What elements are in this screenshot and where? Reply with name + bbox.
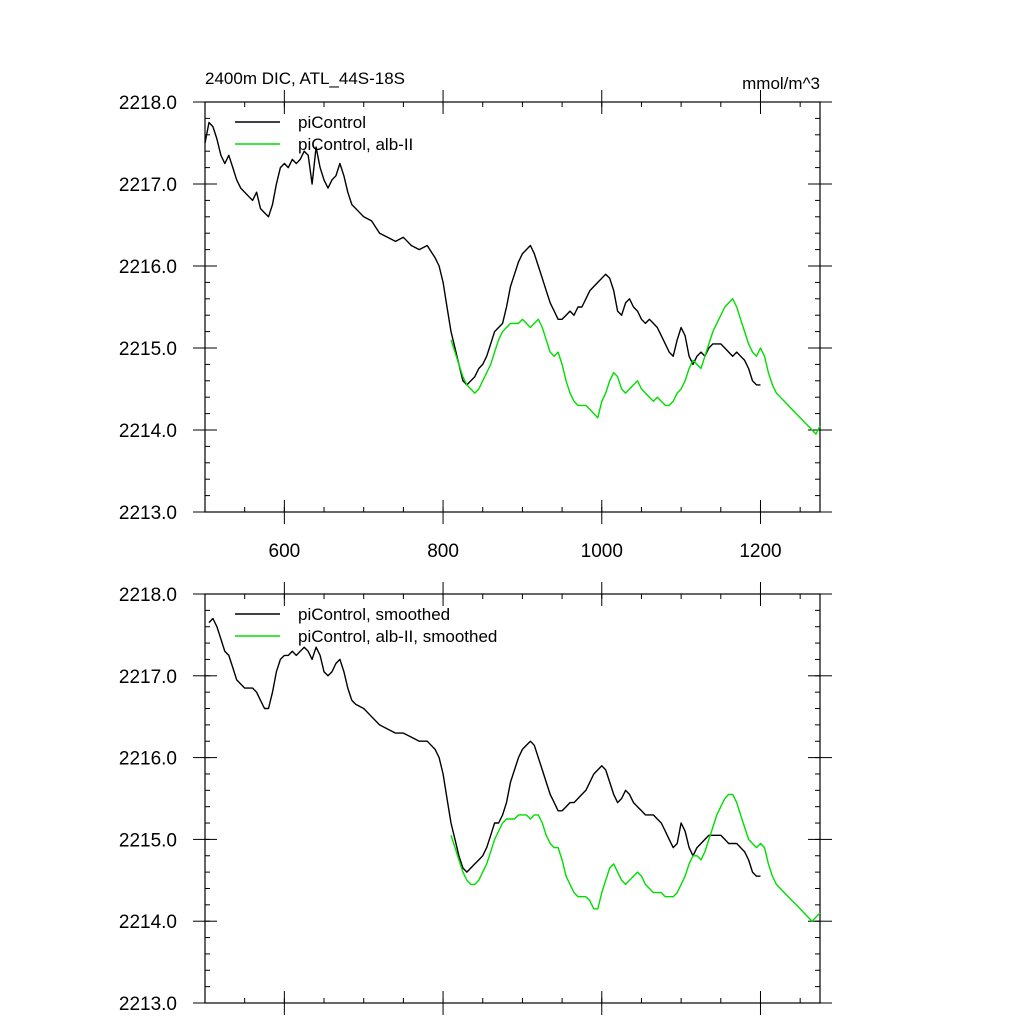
series-line-1: [450, 298, 821, 435]
y-tick-label: 2217.0: [119, 175, 177, 196]
y-tick-label: 2216.0: [119, 257, 177, 278]
y-tick-label: 2217.0: [119, 667, 177, 688]
x-tick-label: 800: [427, 541, 459, 562]
units-label: mmol/m^3: [742, 74, 820, 93]
plot-frame: [204, 593, 821, 1004]
y-tick-label: 2218.0: [119, 585, 177, 606]
series-line-0: [208, 617, 761, 877]
x-tick-label: 1200: [739, 541, 781, 562]
panel-top: 2213.0 2214.0 2215.0 2216.0 2217.0 2218.0 600 8…: [119, 69, 832, 562]
y-tick-label: 2218.0: [119, 93, 177, 114]
legend-label: piControl, alb-II: [298, 135, 413, 154]
series-line-1: [450, 793, 821, 922]
legend-label: piControl, smoothed: [298, 605, 450, 624]
y-tick-label: 2213.0: [119, 994, 177, 1015]
series-line-0: [204, 121, 761, 386]
y-tick-label: 2214.0: [119, 421, 177, 442]
plot-frame: [204, 101, 821, 513]
y-tick-label: 2215.0: [119, 339, 177, 360]
y-tick-label: 2216.0: [119, 749, 177, 770]
x-tick-label: 600: [269, 541, 301, 562]
legend-label: piControl, alb-II, smoothed: [298, 627, 497, 646]
y-tick-label: 2213.0: [119, 503, 177, 524]
legend-label: piControl: [298, 113, 366, 132]
chart-title: 2400m DIC, ATL_44S-18S: [205, 69, 405, 88]
y-tick-label: 2214.0: [119, 912, 177, 933]
y-tick-label: 2215.0: [119, 830, 177, 851]
panel-bottom: 2213.0 2214.0 2215.0 2216.0 2217.0 2218.0 piCo…: [119, 582, 832, 1015]
x-tick-label: 1000: [581, 541, 623, 562]
